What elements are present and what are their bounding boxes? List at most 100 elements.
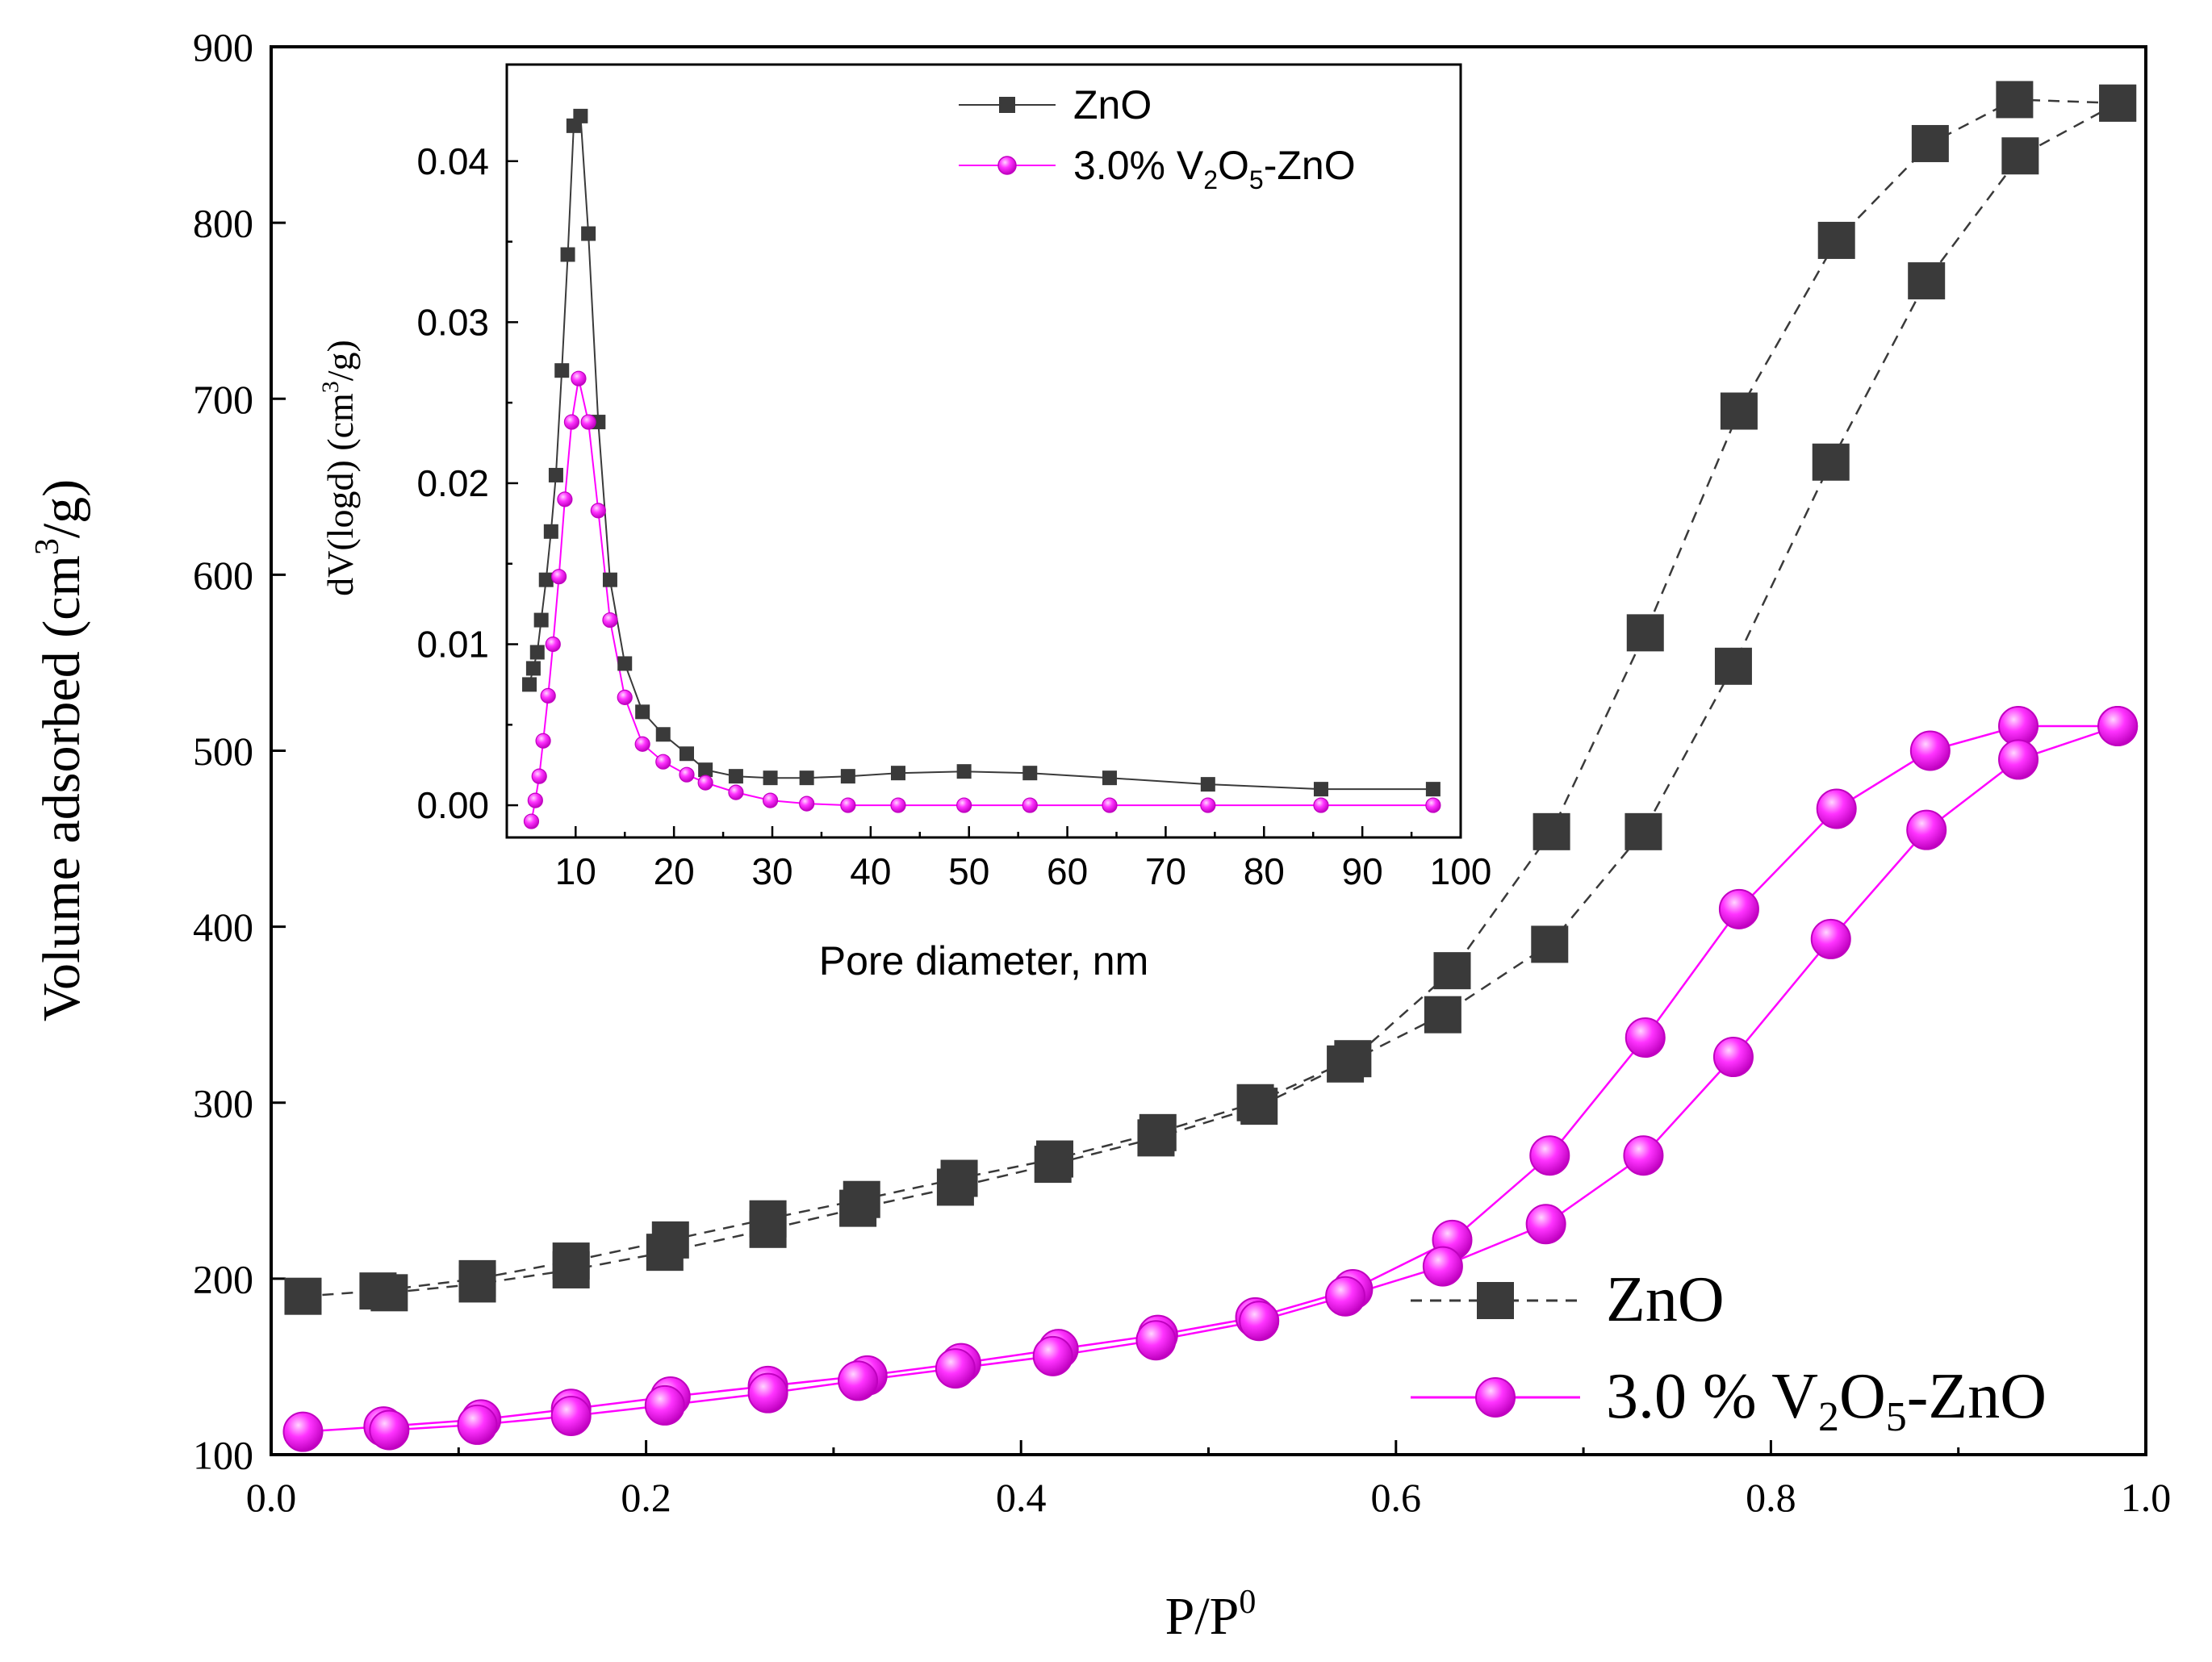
inset-x-axis-title: Pore diameter, nm bbox=[819, 938, 1149, 983]
main-series-0-point bbox=[1433, 952, 1471, 990]
inset-series-1-point bbox=[563, 414, 580, 430]
inset-legend: ZnO 3.0% V2O5-ZnO bbox=[959, 82, 1356, 194]
inset-x-tick-label: 40 bbox=[850, 850, 891, 892]
inset-series-0-point bbox=[728, 769, 743, 784]
main-series-3-point bbox=[1998, 739, 2039, 780]
inset-series-1-point bbox=[617, 689, 633, 705]
main-x-tick-label: 0.2 bbox=[621, 1475, 671, 1520]
main-series-2-point bbox=[282, 1411, 324, 1452]
inset-legend-zno-label: ZnO bbox=[1073, 82, 1152, 127]
inset-series-0-point bbox=[890, 766, 905, 781]
inset-series-0-point bbox=[763, 770, 778, 786]
inset-series-1-point bbox=[540, 687, 556, 704]
inset-series-1-point bbox=[655, 754, 671, 770]
main-series-1-point bbox=[370, 1274, 408, 1312]
main-series-1-point bbox=[749, 1210, 787, 1248]
inset-x-tick-label: 70 bbox=[1145, 850, 1186, 892]
inset-series-1-point bbox=[728, 784, 744, 800]
inset-series-1-point bbox=[1102, 797, 1118, 813]
main-series-0-point bbox=[1720, 392, 1758, 430]
main-series-1-point bbox=[1714, 647, 1752, 685]
main-series-1-point bbox=[2001, 137, 2039, 175]
main-series-3-point bbox=[935, 1348, 976, 1389]
main-y-tick-label: 100 bbox=[193, 1433, 253, 1478]
main-y-axis-title: Volume adsorbed (cm3/g) bbox=[29, 479, 91, 1021]
main-y-tick-label: 800 bbox=[193, 201, 253, 246]
inset-series-0-point bbox=[956, 764, 972, 779]
inset-series-1-point bbox=[602, 612, 618, 628]
inset-series-1-point bbox=[634, 736, 650, 752]
inset-series-0-point bbox=[554, 363, 570, 378]
main-series-2-point bbox=[1718, 888, 1759, 929]
main-series-1-point bbox=[458, 1265, 496, 1303]
main-series-3-point bbox=[1712, 1037, 1754, 1078]
legend-zno-marker bbox=[1477, 1282, 1514, 1319]
main-series-3-point bbox=[457, 1404, 498, 1445]
main-series-3-point bbox=[1032, 1335, 1073, 1376]
inset-y-tick-label: 0.04 bbox=[416, 140, 489, 182]
inset-x-tick-label: 30 bbox=[751, 850, 792, 892]
main-series-3-point bbox=[1810, 918, 1851, 959]
inset-series-0-point bbox=[1102, 770, 1117, 786]
inset-series-0-point bbox=[1200, 777, 1215, 792]
main-series-0-point bbox=[284, 1277, 322, 1315]
inset-series-1-point bbox=[762, 792, 779, 808]
main-series-0-point bbox=[1996, 81, 2034, 119]
main-x-tick-label: 0.8 bbox=[1746, 1475, 1796, 1520]
inset-x-tick-label: 10 bbox=[555, 850, 596, 892]
inset-y-axis-title: dV(logd) (cm3/g) bbox=[317, 340, 361, 596]
main-series-1-point bbox=[646, 1234, 684, 1272]
main-y-tick-label: 300 bbox=[193, 1080, 253, 1125]
inset-series-1-point bbox=[557, 491, 573, 507]
inset-series-1-point bbox=[799, 796, 815, 812]
main-series-3-point bbox=[1422, 1246, 1463, 1287]
main-series-2-point bbox=[1816, 788, 1857, 829]
inset-y-tick-label: 0.02 bbox=[416, 462, 489, 504]
main-y-tick-label: 600 bbox=[193, 553, 253, 598]
main-series-0-point bbox=[1817, 221, 1855, 259]
main-y-tick-label: 700 bbox=[193, 377, 253, 422]
inset-series-0-point bbox=[522, 677, 537, 692]
main-series-1-point bbox=[936, 1168, 974, 1206]
main-series-0-point bbox=[1626, 614, 1664, 652]
inset-series-0-point bbox=[840, 769, 855, 784]
inset-x-tick-label: 60 bbox=[1047, 850, 1088, 892]
inset-series-1-point bbox=[531, 768, 547, 784]
main-series-1-point bbox=[1424, 996, 1461, 1034]
inset-series-0-point bbox=[573, 108, 588, 123]
inset-series-0-point bbox=[581, 226, 596, 241]
inset-plot-frame bbox=[505, 63, 1462, 839]
inset-series-0-point bbox=[679, 746, 694, 762]
inset-series-1-point bbox=[535, 733, 551, 749]
inset-series-1-point bbox=[571, 370, 587, 386]
main-series-1-point bbox=[1531, 925, 1569, 963]
inset-series-1-point bbox=[1425, 797, 1441, 813]
inset-series-1-point bbox=[580, 414, 596, 430]
inset-series-0-point bbox=[1313, 782, 1328, 797]
main-series-3-point bbox=[550, 1396, 592, 1437]
main-x-tick-label: 0.4 bbox=[996, 1475, 1047, 1520]
inset-series-0-point bbox=[698, 762, 713, 778]
main-series-3-point bbox=[1623, 1135, 1664, 1176]
main-y-tick-label: 500 bbox=[193, 729, 253, 774]
main-series-2-point bbox=[1625, 1017, 1666, 1059]
legend-zno-label: ZnO bbox=[1606, 1264, 1725, 1335]
main-plot-series bbox=[282, 81, 2139, 1452]
inset-x-tick-label: 50 bbox=[948, 850, 989, 892]
main-series-2-point bbox=[1529, 1135, 1570, 1176]
inset-series-1-point bbox=[697, 775, 713, 791]
inset-series-0-point bbox=[799, 770, 814, 786]
main-series-1-point bbox=[1240, 1088, 1278, 1125]
main-series-1-point bbox=[2099, 84, 2137, 122]
main-y-tick-label: 900 bbox=[193, 25, 253, 70]
main-series-1-point bbox=[1812, 443, 1850, 481]
inset-series-1-point bbox=[840, 797, 856, 813]
inset-series-0-point bbox=[1022, 766, 1038, 781]
main-series-3-point bbox=[1906, 809, 1947, 850]
inset-series-1-point bbox=[523, 813, 540, 829]
inset-axis-ticks: 10 20 30 40 50 60 70 80 90 100 0.00 0.01 0.02 0.03 0.0… bbox=[416, 140, 1491, 892]
inset-legend-vzno-marker bbox=[997, 156, 1017, 175]
inset-series-0-point bbox=[635, 704, 650, 720]
inset-x-tick-label: 100 bbox=[1430, 850, 1492, 892]
inset-plot-series bbox=[522, 108, 1441, 829]
